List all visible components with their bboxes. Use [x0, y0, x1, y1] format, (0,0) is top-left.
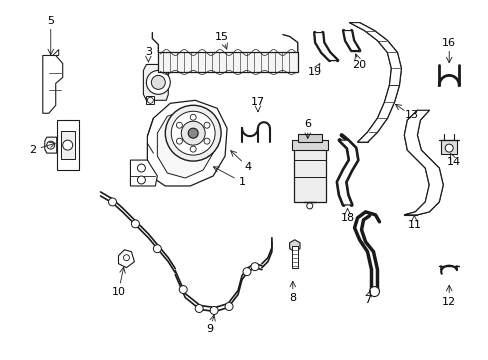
- Circle shape: [147, 97, 153, 103]
- Circle shape: [190, 146, 196, 152]
- Polygon shape: [57, 120, 79, 170]
- Circle shape: [137, 164, 145, 172]
- Circle shape: [62, 140, 73, 150]
- Text: 6: 6: [304, 119, 311, 129]
- Text: 5: 5: [47, 15, 54, 26]
- Text: 18: 18: [340, 213, 354, 223]
- Circle shape: [179, 285, 187, 293]
- Text: 4: 4: [244, 162, 251, 172]
- Polygon shape: [118, 250, 134, 268]
- Polygon shape: [337, 140, 357, 205]
- Polygon shape: [157, 110, 213, 178]
- Polygon shape: [314, 32, 337, 60]
- Text: 13: 13: [404, 110, 418, 120]
- Text: 11: 11: [407, 220, 421, 230]
- Text: 8: 8: [289, 293, 296, 302]
- Circle shape: [250, 263, 259, 271]
- Text: 2: 2: [29, 145, 36, 155]
- Bar: [440, 140, 456, 154]
- Text: 20: 20: [352, 60, 366, 71]
- Circle shape: [190, 114, 196, 120]
- Circle shape: [123, 255, 129, 261]
- Text: 12: 12: [441, 297, 455, 306]
- Polygon shape: [45, 137, 57, 153]
- Polygon shape: [53, 50, 59, 55]
- Text: 9: 9: [206, 324, 213, 334]
- Text: 19: 19: [307, 67, 321, 77]
- Circle shape: [195, 305, 203, 312]
- Bar: [158, 53, 297, 72]
- Bar: [291, 246, 297, 268]
- Bar: [297, 134, 321, 142]
- Circle shape: [137, 176, 145, 184]
- Circle shape: [47, 141, 55, 149]
- Circle shape: [210, 306, 218, 315]
- Polygon shape: [143, 64, 168, 100]
- Circle shape: [146, 71, 170, 94]
- Circle shape: [108, 198, 116, 206]
- Polygon shape: [147, 100, 226, 186]
- Polygon shape: [130, 160, 157, 186]
- Circle shape: [203, 138, 209, 144]
- Bar: [146, 96, 154, 104]
- Circle shape: [306, 203, 312, 209]
- Polygon shape: [349, 23, 401, 142]
- Bar: [61, 131, 75, 159]
- Polygon shape: [42, 55, 62, 113]
- Circle shape: [176, 138, 182, 144]
- Circle shape: [243, 268, 250, 276]
- Circle shape: [131, 220, 139, 228]
- Circle shape: [165, 105, 221, 161]
- Circle shape: [188, 128, 198, 138]
- Polygon shape: [289, 240, 299, 252]
- Circle shape: [171, 111, 215, 155]
- Bar: [293, 147, 325, 202]
- Circle shape: [203, 122, 209, 128]
- Text: 10: 10: [111, 287, 125, 297]
- Polygon shape: [343, 31, 359, 50]
- Circle shape: [151, 75, 165, 89]
- Text: 14: 14: [446, 157, 460, 167]
- Polygon shape: [404, 110, 442, 215]
- Circle shape: [176, 122, 182, 128]
- Text: 3: 3: [144, 48, 152, 58]
- Circle shape: [444, 144, 452, 152]
- Text: 1: 1: [238, 177, 245, 187]
- Text: 7: 7: [363, 294, 370, 305]
- Circle shape: [153, 245, 161, 253]
- Circle shape: [369, 287, 379, 297]
- Text: 15: 15: [215, 32, 228, 41]
- Text: 16: 16: [441, 37, 455, 48]
- Bar: [291, 140, 327, 150]
- Circle shape: [224, 302, 233, 310]
- Circle shape: [181, 121, 205, 145]
- Text: 17: 17: [250, 97, 264, 107]
